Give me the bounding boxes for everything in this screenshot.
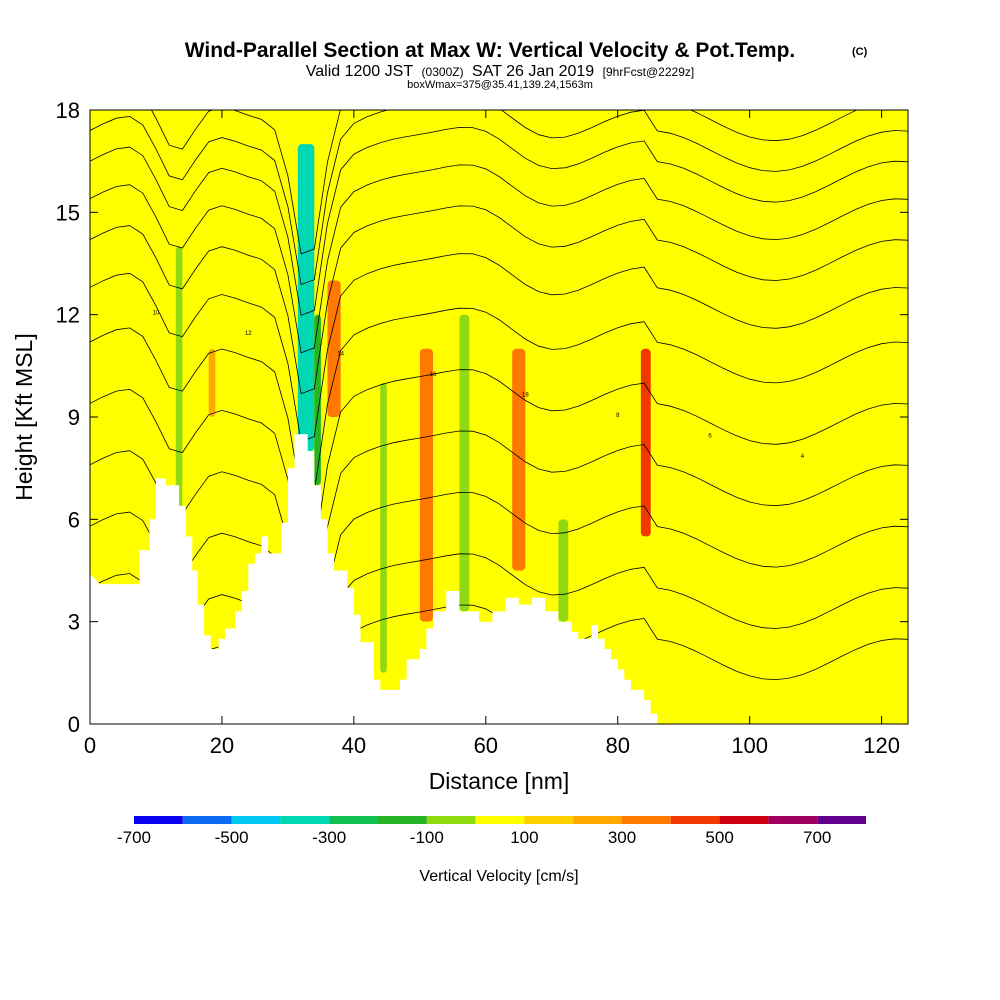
x-axis-title: Distance [nm]: [429, 768, 570, 794]
colorbar-label: 500: [705, 828, 733, 847]
y-tick-label: 12: [56, 303, 80, 328]
colorbar-swatch: [280, 816, 330, 824]
colorbar-swatch: [475, 816, 525, 824]
weak-downdraft-region: [353, 110, 381, 383]
theta-contour: [90, 164, 908, 354]
x-tick-label: 40: [342, 733, 366, 758]
y-tick-label: 9: [68, 405, 80, 430]
copyright-mark: (C): [852, 46, 868, 58]
forecast-info: [9hrFcst@2229z]: [603, 65, 695, 79]
weak-downdraft-region: [221, 110, 236, 315]
valid-date: SAT 26 Jan 2019: [472, 63, 594, 80]
weak-downdraft-region: [90, 110, 110, 588]
theta-contour: [90, 253, 908, 442]
y-tick-label: 3: [68, 610, 80, 635]
colorbar-swatch: [573, 816, 622, 824]
valid-utc: (0300Z): [422, 65, 464, 79]
colorbar-swatch: [524, 816, 574, 824]
valid-prefix: Valid 1200 JST: [306, 63, 414, 80]
potential-temperature-contours: 10 12 14 16 18 8 6 4: [90, 110, 908, 724]
velocity-band: [175, 246, 183, 537]
velocity-band: [327, 280, 341, 417]
theta-contour: [90, 430, 908, 620]
velocity-band: [297, 144, 315, 452]
velocity-band: [512, 348, 526, 571]
velocity-band: [459, 314, 470, 612]
colorbar-label: 300: [608, 828, 636, 847]
colorbar-swatch: [426, 816, 476, 824]
colorbar-label: -300: [312, 828, 346, 847]
colorbar-label: -700: [117, 828, 151, 847]
velocity-band: [419, 348, 434, 622]
colorbar-swatch: [134, 816, 183, 824]
colorbar-label: -100: [410, 828, 444, 847]
colorbar: -700 -500 -300 -100 100 300 500 700: [117, 816, 866, 847]
x-tick-label: 0: [84, 733, 96, 758]
colorbar-swatch: [231, 816, 281, 824]
chart-title: Wind-Parallel Section at Max W: Vertical…: [185, 39, 796, 62]
y-tick-label: 0: [68, 712, 80, 737]
colorbar-swatch: [670, 816, 720, 824]
theta-contour-label: 4: [801, 454, 805, 460]
weak-downdraft-region: [670, 519, 704, 714]
y-tick-label: 18: [56, 98, 80, 123]
theta-contour: [150, 110, 858, 255]
theta-contour: [90, 491, 908, 681]
theta-contour-label: 16: [430, 372, 437, 378]
velocity-band: [380, 382, 387, 673]
colorbar-swatch: [378, 816, 427, 824]
theta-contour: [90, 307, 908, 497]
colorbar-swatch: [817, 816, 866, 824]
box-info: boxWmax=375@35.41,139.24,1563m: [407, 79, 593, 91]
x-tick-label: 80: [605, 733, 629, 758]
colorbar-label: 700: [803, 828, 831, 847]
weak-downdraft-region: [855, 280, 882, 383]
x-tick-label: 20: [210, 733, 234, 758]
y-axis-title: Height [Kft MSL]: [11, 333, 37, 500]
theta-contour-label: 6: [708, 433, 712, 439]
theta-contour-label: 12: [245, 331, 252, 337]
x-tick-label: 120: [863, 733, 900, 758]
colorbar-swatch: [719, 816, 769, 824]
weak-downdraft-region: [749, 110, 783, 554]
weak-downdraft-region: [433, 348, 460, 622]
axes: 0 20 40 60 80 100 120 0 3 6 9 12 15 18: [56, 98, 908, 758]
weak-downdraft-region: [578, 110, 605, 315]
colorbar-swatch: [182, 816, 232, 824]
colorbar-swatch: [329, 816, 378, 824]
weak-downdraft-region: [802, 246, 829, 554]
colorbar-label: 100: [510, 828, 538, 847]
plot-area: 10 12 14 16 18 8 6 4: [90, 110, 908, 724]
weak-downdraft-region: [472, 314, 499, 622]
x-tick-label: 60: [474, 733, 498, 758]
y-tick-label: 15: [56, 200, 80, 225]
theta-contour: [90, 126, 908, 316]
x-tick-label: 100: [731, 733, 768, 758]
theta-contour-label: 14: [337, 352, 344, 358]
terrain: [90, 434, 908, 724]
colorbar-label: -500: [215, 828, 249, 847]
weak-downdraft-region: [657, 110, 684, 520]
theta-contour: [90, 205, 908, 395]
weak-downdraft-region: [776, 587, 803, 724]
velocity-band: [208, 348, 216, 417]
theta-contour-label: 18: [522, 393, 529, 399]
velocity-band: [640, 348, 651, 537]
theta-contour-label: 8: [616, 413, 620, 419]
colorbar-swatch: [622, 816, 671, 824]
weak-downdraft-region: [393, 110, 414, 281]
valid-time-line: Valid 1200 JST (0300Z) SAT 26 Jan 2019 […: [306, 63, 694, 80]
theta-contour: [90, 110, 908, 286]
velocity-band: [558, 519, 569, 622]
y-tick-label: 6: [68, 507, 80, 532]
colorbar-swatch: [768, 816, 818, 824]
theta-contour-label: 10: [153, 311, 160, 317]
colorbar-title: Vertical Velocity [cm/s]: [419, 868, 578, 885]
theta-contour: [90, 369, 908, 558]
weak-downdraft-region: [868, 485, 908, 724]
theta-contour: [90, 553, 908, 724]
